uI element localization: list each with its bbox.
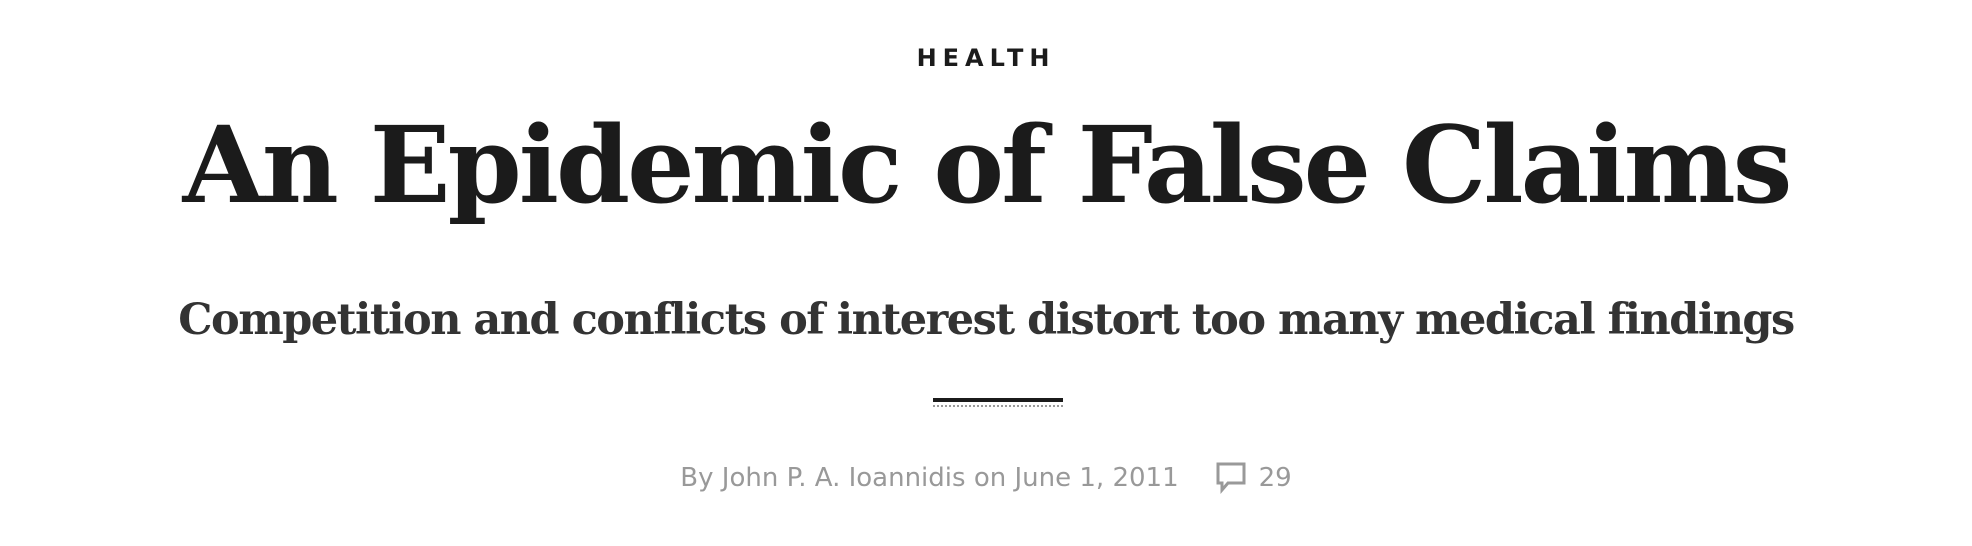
author-link[interactable]: John P. A. Ioannidis — [721, 463, 966, 493]
comments-link[interactable]: 29 — [1215, 461, 1292, 495]
divider-dotted-rule — [933, 405, 1063, 407]
speech-bubble-icon — [1215, 461, 1247, 495]
headline-divider — [933, 398, 1063, 402]
article-dek: Competition and conflicts of interest di… — [178, 295, 1795, 345]
publish-date: June 1, 2011 — [1014, 463, 1179, 493]
comment-count: 29 — [1258, 463, 1292, 493]
byline-text: By John P. A. Ioannidis on June 1, 2011 — [680, 463, 1178, 493]
article-headline: An Epidemic of False Claims — [182, 102, 1793, 227]
date-prefix: on — [973, 463, 1007, 493]
byline-prefix: By — [680, 463, 714, 493]
byline: By John P. A. Ioannidis on June 1, 2011 … — [0, 458, 1972, 498]
section-label[interactable]: HEALTH — [916, 44, 1056, 72]
